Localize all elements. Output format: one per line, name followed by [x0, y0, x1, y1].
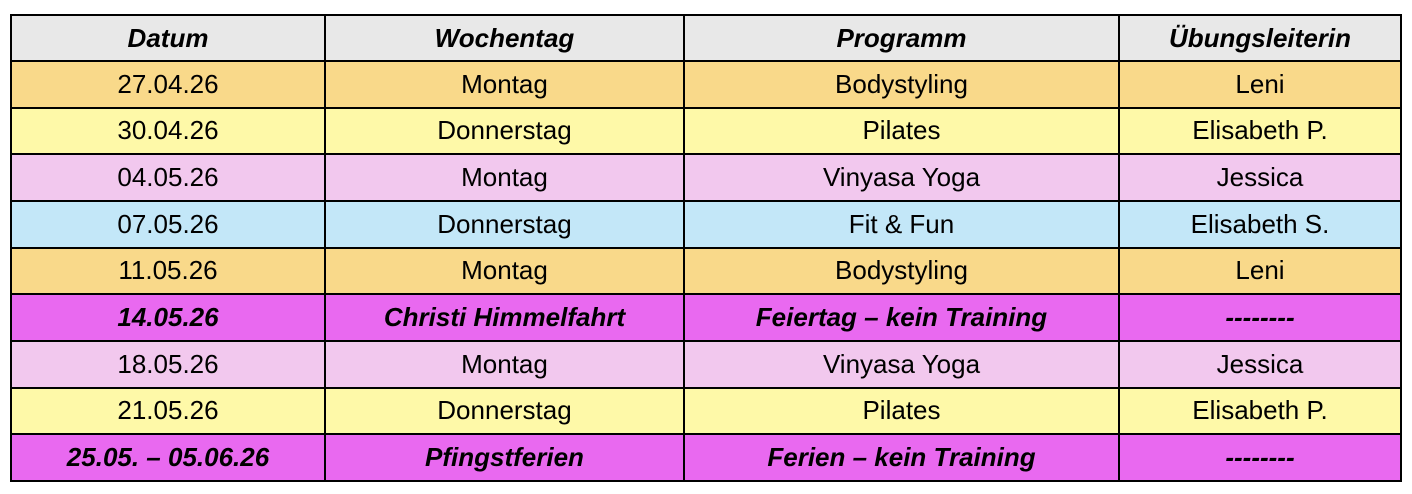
table-cell: Jessica: [1118, 153, 1402, 202]
header-cell: Datum: [10, 14, 326, 62]
table-cell: Pfingstferien: [324, 433, 685, 482]
table-cell: 04.05.26: [10, 153, 326, 202]
table-cell: Bodystyling: [683, 246, 1120, 296]
table-body: 27.04.26 Montag Bodystyling Leni 30.04.26 Don…: [10, 60, 1402, 482]
table-row: 18.05.26 Montag Vinyasa Yoga Jessica: [10, 339, 1402, 389]
table-cell: Pilates: [683, 386, 1120, 436]
table-header: Datum Wochentag Programm Übungsleiterin: [10, 14, 1402, 62]
header-cell: Programm: [683, 14, 1120, 62]
table-cell: 07.05.26: [10, 199, 326, 249]
table-cell: Montag: [324, 153, 685, 202]
table-row: 25.05. – 05.06.26 Pfingstferien Ferien – k…: [10, 433, 1402, 482]
table-cell: 25.05. – 05.06.26: [10, 433, 326, 482]
table-cell: Christi Himmelfahrt: [324, 293, 685, 342]
table-row: 21.05.26 Donnerstag Pilates Elisabeth P.: [10, 386, 1402, 436]
table-row: 07.05.26 Donnerstag Fit & Fun Elisabeth S.: [10, 199, 1402, 249]
table-row: 27.04.26 Montag Bodystyling Leni: [10, 60, 1402, 109]
table-cell: --------: [1118, 433, 1402, 482]
table-row: 11.05.26 Montag Bodystyling Leni: [10, 246, 1402, 296]
table-cell: --------: [1118, 293, 1402, 342]
table-cell: Vinyasa Yoga: [683, 339, 1120, 389]
table-cell: Ferien – kein Training: [683, 433, 1120, 482]
table-row: 30.04.26 Donnerstag Pilates Elisabeth P.: [10, 106, 1402, 156]
table-cell: 11.05.26: [10, 246, 326, 296]
table-cell: 14.05.26: [10, 293, 326, 342]
table-cell: Montag: [324, 60, 685, 109]
table-cell: 27.04.26: [10, 60, 326, 109]
header-cell: Wochentag: [324, 14, 685, 62]
table-cell: Donnerstag: [324, 199, 685, 249]
table-cell: Fit & Fun: [683, 199, 1120, 249]
table-cell: 30.04.26: [10, 106, 326, 156]
schedule-table: Datum Wochentag Programm Übungsleiterin 27.…: [10, 14, 1402, 482]
header-cell: Übungsleiterin: [1118, 14, 1402, 62]
table-cell: Donnerstag: [324, 386, 685, 436]
header-row: Datum Wochentag Programm Übungsleiterin: [10, 14, 1402, 62]
table-cell: Montag: [324, 339, 685, 389]
table-cell: Elisabeth P.: [1118, 106, 1402, 156]
table-cell: Jessica: [1118, 339, 1402, 389]
table-cell: Donnerstag: [324, 106, 685, 156]
table-cell: Bodystyling: [683, 60, 1120, 109]
table-cell: Feiertag – kein Training: [683, 293, 1120, 342]
table-cell: Leni: [1118, 246, 1402, 296]
table-row: 14.05.26 Christi Himmelfahrt Feiertag – ke…: [10, 293, 1402, 342]
table-cell: 18.05.26: [10, 339, 326, 389]
table-cell: Pilates: [683, 106, 1120, 156]
table-row: 04.05.26 Montag Vinyasa Yoga Jessica: [10, 153, 1402, 202]
table-cell: Elisabeth S.: [1118, 199, 1402, 249]
table-cell: Montag: [324, 246, 685, 296]
table-cell: Leni: [1118, 60, 1402, 109]
table-cell: Elisabeth P.: [1118, 386, 1402, 436]
table-cell: Vinyasa Yoga: [683, 153, 1120, 202]
table-cell: 21.05.26: [10, 386, 326, 436]
